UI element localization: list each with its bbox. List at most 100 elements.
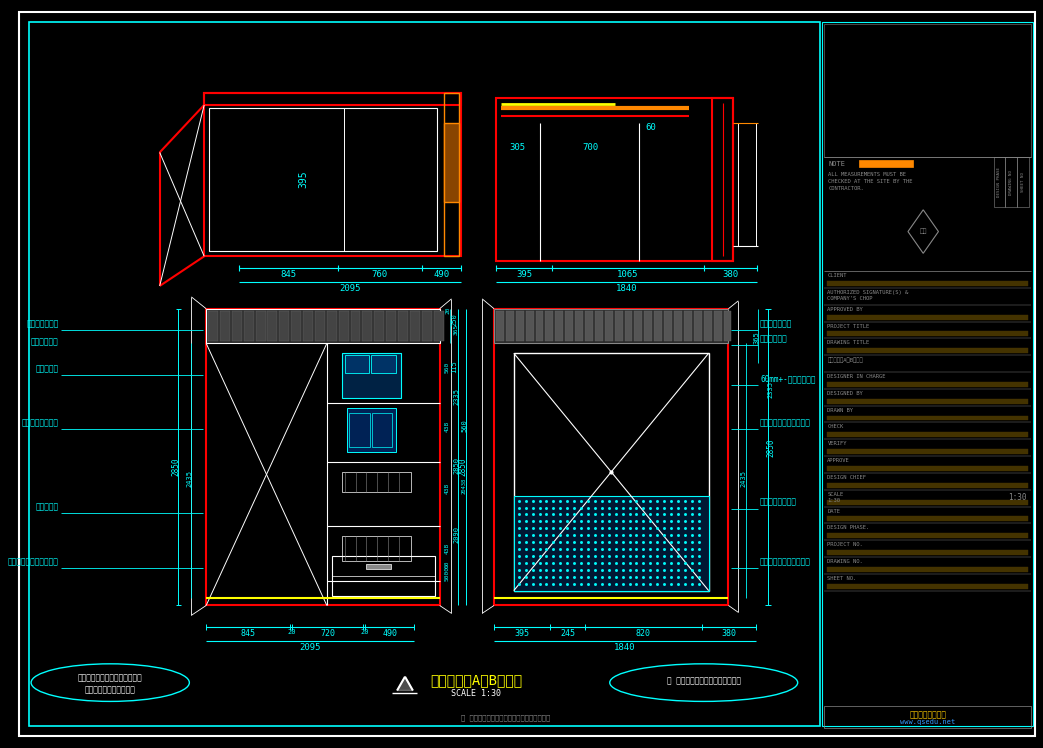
Bar <box>545 310 554 341</box>
Bar <box>711 98 733 261</box>
Text: 395: 395 <box>298 171 308 188</box>
Text: 395: 395 <box>516 270 532 279</box>
Bar <box>204 93 461 257</box>
Bar <box>371 355 396 373</box>
Bar <box>859 160 914 168</box>
Text: PROJECT TITLE: PROJECT TITLE <box>827 324 870 328</box>
Text: 2095: 2095 <box>299 643 321 652</box>
Bar <box>220 310 229 341</box>
Bar <box>824 24 1032 157</box>
Bar <box>398 310 408 341</box>
Bar <box>684 310 692 341</box>
Text: CHECK: CHECK <box>827 424 844 429</box>
Bar <box>994 157 1005 207</box>
Bar <box>443 123 459 202</box>
Bar <box>827 482 1028 488</box>
Bar <box>210 108 437 251</box>
Text: 2435: 2435 <box>741 470 747 488</box>
Bar <box>29 22 821 726</box>
Text: 2095: 2095 <box>339 284 361 293</box>
Bar <box>595 310 603 341</box>
Bar <box>827 533 1028 539</box>
Bar <box>827 583 1028 589</box>
Text: 1:30: 1:30 <box>827 497 841 503</box>
Bar <box>410 310 420 341</box>
Text: SHEET NO.: SHEET NO. <box>827 576 856 580</box>
Text: DESIGN PHASE.: DESIGN PHASE. <box>827 525 870 530</box>
Text: SCALE: SCALE <box>827 491 844 497</box>
Text: www.qsedu.net: www.qsedu.net <box>900 720 955 726</box>
Bar <box>363 310 372 341</box>
Bar <box>827 349 1028 353</box>
Text: 用白色乳胶漆: 用白色乳胶漆 <box>760 334 787 343</box>
Text: 主卧更衣室A、B立面图: 主卧更衣室A、B立面图 <box>827 358 864 363</box>
Bar <box>664 310 672 341</box>
Bar <box>704 310 711 341</box>
Bar <box>827 281 1028 286</box>
Bar <box>827 567 1028 571</box>
Bar <box>827 500 1028 505</box>
Text: ALL MEASUREMENTS MUST BE: ALL MEASUREMENTS MUST BE <box>828 172 906 177</box>
Bar <box>207 309 439 343</box>
Bar <box>827 466 1028 471</box>
Text: 820: 820 <box>636 629 651 638</box>
Text: SHEET NO: SHEET NO <box>1021 172 1025 192</box>
Text: 5000: 5000 <box>445 565 450 580</box>
Text: 20: 20 <box>360 629 368 635</box>
Text: 1:30: 1:30 <box>1008 493 1026 502</box>
Bar <box>256 310 266 341</box>
Text: 60: 60 <box>445 561 450 568</box>
Text: 20: 20 <box>445 307 450 314</box>
Text: 700: 700 <box>582 143 598 152</box>
Text: APPROVED BY: APPROVED BY <box>827 307 864 312</box>
Text: 490: 490 <box>434 270 450 279</box>
Bar <box>372 413 392 447</box>
Bar <box>645 310 652 341</box>
Bar <box>585 310 592 341</box>
Bar <box>209 310 218 341</box>
Text: DRAWN BY: DRAWN BY <box>827 408 853 413</box>
Text: DATE: DATE <box>827 509 841 514</box>
Bar <box>823 22 1034 726</box>
Text: DESIGNER IN CHARGE: DESIGNER IN CHARGE <box>827 374 886 379</box>
Text: AUTHORIZED SIGNATURE(S) &: AUTHORIZED SIGNATURE(S) & <box>827 290 908 295</box>
Text: DESIGNED BY: DESIGNED BY <box>827 390 864 396</box>
Text: 涂装雕放处: 涂装雕放处 <box>35 364 58 373</box>
Bar <box>374 310 384 341</box>
Text: 踢脚踢橱木饰面木色清漆: 踢脚踢橱木饰面木色清漆 <box>8 557 58 566</box>
Text: 380: 380 <box>723 270 738 279</box>
Text: 刷白色乳胶漆: 刷白色乳胶漆 <box>31 337 58 346</box>
Bar <box>654 310 662 341</box>
Bar <box>605 310 612 341</box>
Bar <box>291 310 301 341</box>
Bar <box>506 310 514 341</box>
Polygon shape <box>397 677 413 690</box>
Text: 60mm+-黑橡木门垂线: 60mm+-黑橡木门垂线 <box>760 374 816 383</box>
Text: 438: 438 <box>445 542 450 554</box>
Text: DESIGN CHIEF: DESIGN CHIEF <box>827 475 867 480</box>
Bar <box>315 310 324 341</box>
Text: 2335: 2335 <box>768 381 774 398</box>
Text: 由 图中所有物品尺寸，均以现场测量尺寸为准: 由 图中所有物品尺寸，均以现场测量尺寸为准 <box>461 714 551 721</box>
Bar <box>824 706 1032 728</box>
Text: 560: 560 <box>445 362 450 373</box>
Bar <box>342 353 402 398</box>
Bar <box>674 310 682 341</box>
Text: 2850: 2850 <box>171 457 180 476</box>
Bar <box>827 315 1028 319</box>
Text: 2850: 2850 <box>459 457 468 476</box>
Text: 1065: 1065 <box>617 270 638 279</box>
Bar <box>494 309 728 605</box>
Text: 490: 490 <box>382 629 397 638</box>
Text: 20: 20 <box>287 629 295 635</box>
Text: 245: 245 <box>560 629 575 638</box>
Text: 380: 380 <box>722 629 736 638</box>
Bar <box>535 310 543 341</box>
Text: 纸面石膏板吊顶: 纸面石膏板吊顶 <box>760 319 793 328</box>
Bar <box>304 310 313 341</box>
Bar <box>496 310 504 341</box>
Text: 20438: 20438 <box>462 477 467 494</box>
Bar <box>326 310 337 341</box>
Bar <box>625 310 632 341</box>
Text: 墙面用白色乳胶漆: 墙面用白色乳胶漆 <box>22 418 58 427</box>
